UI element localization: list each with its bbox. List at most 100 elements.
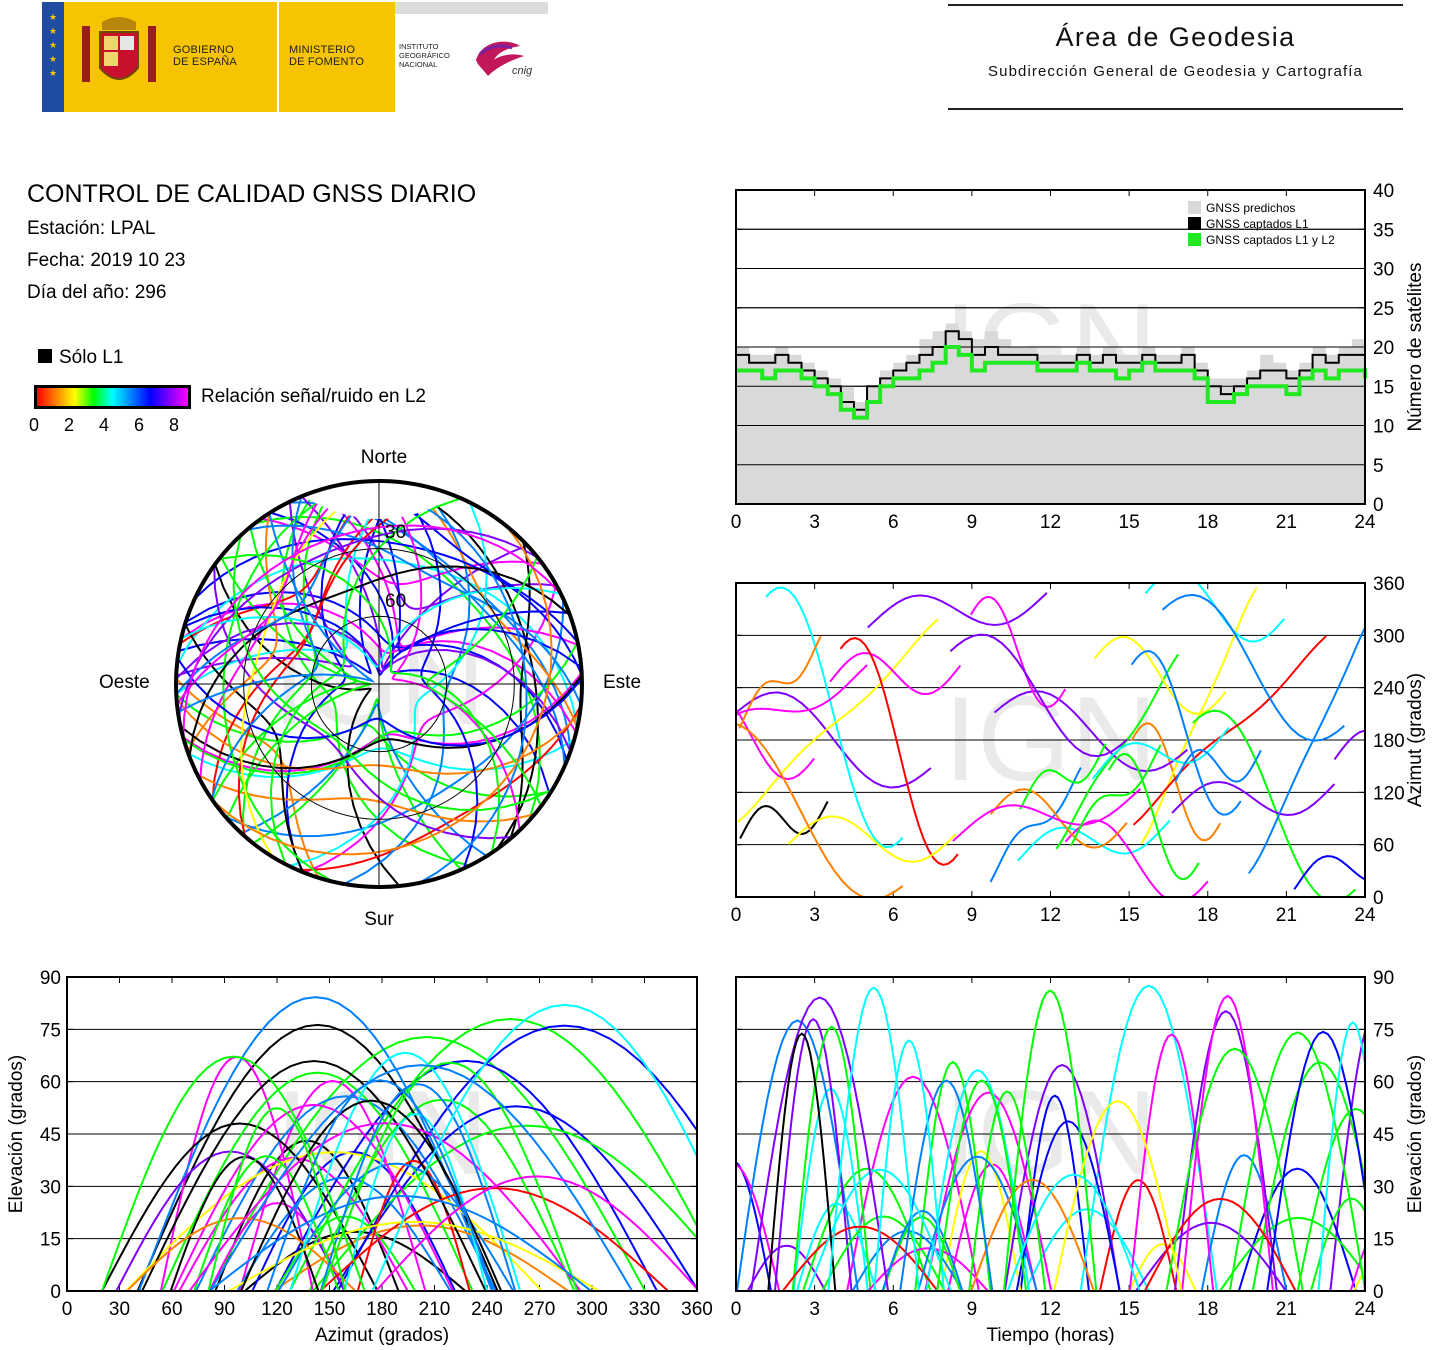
elevation-azimuth-track — [188, 1122, 582, 1291]
azimuth-track — [1093, 635, 1227, 715]
sky-track — [246, 524, 582, 706]
elevation-time-track — [791, 1025, 872, 1291]
x-tick-label: 60 — [161, 1299, 182, 1320]
elevation-time-track — [1266, 1030, 1365, 1291]
y-tick-label: 60 — [1373, 836, 1394, 857]
x-tick-label: 3 — [809, 905, 820, 926]
elevation-time-track — [1098, 1179, 1178, 1291]
elevation-azimuth-track — [236, 1176, 452, 1291]
elevation-time-track — [1015, 1120, 1121, 1291]
sky-track — [183, 641, 579, 775]
sky-track — [358, 481, 528, 884]
elevation-time-track — [1173, 1010, 1278, 1291]
x-tick-label: 120 — [261, 1299, 293, 1320]
x-tick-label: 18 — [1197, 1299, 1218, 1320]
legend-swatch — [1188, 217, 1201, 230]
x-tick-label: 12 — [1040, 905, 1061, 926]
report-title: CONTROL DE CALIDAD GNSS DIARIO — [27, 180, 477, 208]
elevation-time-track — [1135, 1221, 1287, 1291]
x-tick-label: 15 — [1119, 1299, 1140, 1320]
azimuth-track — [737, 618, 939, 823]
azimuth-track — [989, 788, 1128, 849]
sky-track — [188, 565, 571, 757]
x-axis-label: Tiempo (horas) — [986, 1325, 1114, 1346]
legend-label: GNSS captados L1 — [1206, 217, 1309, 231]
gobierno-text: GOBIERNO DE ESPAÑA — [173, 44, 237, 68]
y-tick-label: 0 — [50, 1282, 61, 1303]
header-subtitle: Subdirección General de Geodesia y Carto… — [988, 63, 1363, 80]
azimuth-track — [1017, 819, 1171, 862]
sky-track — [297, 705, 582, 871]
elevation-time-track — [1353, 1267, 1365, 1291]
y-tick-label: 15 — [1373, 377, 1394, 398]
sky-track — [378, 481, 521, 831]
sky-track — [218, 553, 501, 854]
plot-border — [735, 189, 1366, 505]
sky-track — [232, 535, 553, 812]
x-tick-label: 12 — [1040, 512, 1061, 533]
instituto-line-3: NACIONAL — [399, 60, 438, 69]
elevation-time-track — [782, 1225, 939, 1291]
ministerio-line-1: MINISTERIO — [289, 44, 356, 56]
sky-track — [210, 496, 319, 800]
elevation-azimuth-track — [277, 1162, 515, 1291]
sky-track — [180, 586, 561, 668]
sky-track — [176, 621, 572, 752]
elevation-azimuth-track — [238, 1079, 427, 1291]
elevation-time-track — [821, 1215, 946, 1291]
cnig-text: cnig — [512, 65, 533, 77]
azimuth-track — [1091, 726, 1230, 780]
y-tick-label: 180 — [1373, 731, 1405, 752]
azimuth-track — [736, 723, 904, 897]
ign-top-band — [395, 2, 548, 14]
elevation-azimuth-track — [371, 1003, 697, 1291]
sky-track — [176, 698, 581, 775]
elevation-azimuth-track — [319, 1187, 669, 1291]
elevation-time-track — [925, 1069, 1031, 1291]
x-tick-label: 24 — [1354, 1299, 1376, 1320]
colorbar-tick: 2 — [64, 415, 75, 435]
sky-track — [222, 481, 357, 883]
azimuth-track — [867, 592, 1048, 629]
elevation-time-track — [774, 1017, 853, 1291]
y-tick-label: 75 — [1373, 1020, 1394, 1041]
sky-track — [252, 697, 462, 871]
azimuth-track — [949, 633, 1128, 758]
elevation-azimuth-track — [141, 1059, 487, 1291]
azimuth-track — [736, 691, 932, 789]
azimuth-track — [969, 595, 1067, 708]
colorbar-tick: 8 — [169, 415, 180, 435]
sky-label-east: Este — [603, 672, 641, 693]
sky-track — [196, 773, 536, 823]
sky-track — [182, 524, 562, 739]
colorbar-tick: 4 — [99, 415, 110, 435]
legend-swatch — [1188, 201, 1201, 214]
plot-border — [735, 976, 1366, 1292]
elevation-azimuth-track — [336, 1024, 697, 1291]
elevation-time-track — [736, 1160, 772, 1291]
legend-l1-swatch — [38, 349, 52, 363]
series-gnss-l1-l2 — [736, 345, 1367, 420]
elevation-time-track — [1143, 1197, 1297, 1291]
sky-ring-label-30: 30 — [385, 522, 406, 543]
elevation-time-track — [1317, 1021, 1365, 1291]
y-tick-label: 15 — [40, 1230, 61, 1251]
x-tick-label: 90 — [214, 1299, 235, 1320]
azimuth-track — [1130, 650, 1242, 816]
elevation-azimuth-track — [289, 1051, 522, 1291]
x-tick-label: 15 — [1119, 905, 1140, 926]
elevation-azimuth-track — [266, 1079, 494, 1291]
elevation-time-track — [750, 996, 890, 1291]
azimuth-track — [1333, 729, 1365, 760]
elevation-time-track — [1228, 1031, 1365, 1291]
x-tick-label: 0 — [62, 1299, 73, 1320]
elevation-time-track — [1181, 994, 1274, 1291]
elevation-time-track — [846, 1075, 980, 1291]
y-tick-label: 0 — [1373, 888, 1384, 909]
legend-label: GNSS captados L1 y L2 — [1206, 233, 1335, 247]
azimuth-track — [1171, 780, 1336, 817]
x-tick-label: 9 — [967, 1299, 978, 1320]
x-tick-label: 6 — [888, 512, 899, 533]
azimuth-track — [1070, 744, 1162, 847]
elevation-time-track — [746, 1244, 827, 1291]
